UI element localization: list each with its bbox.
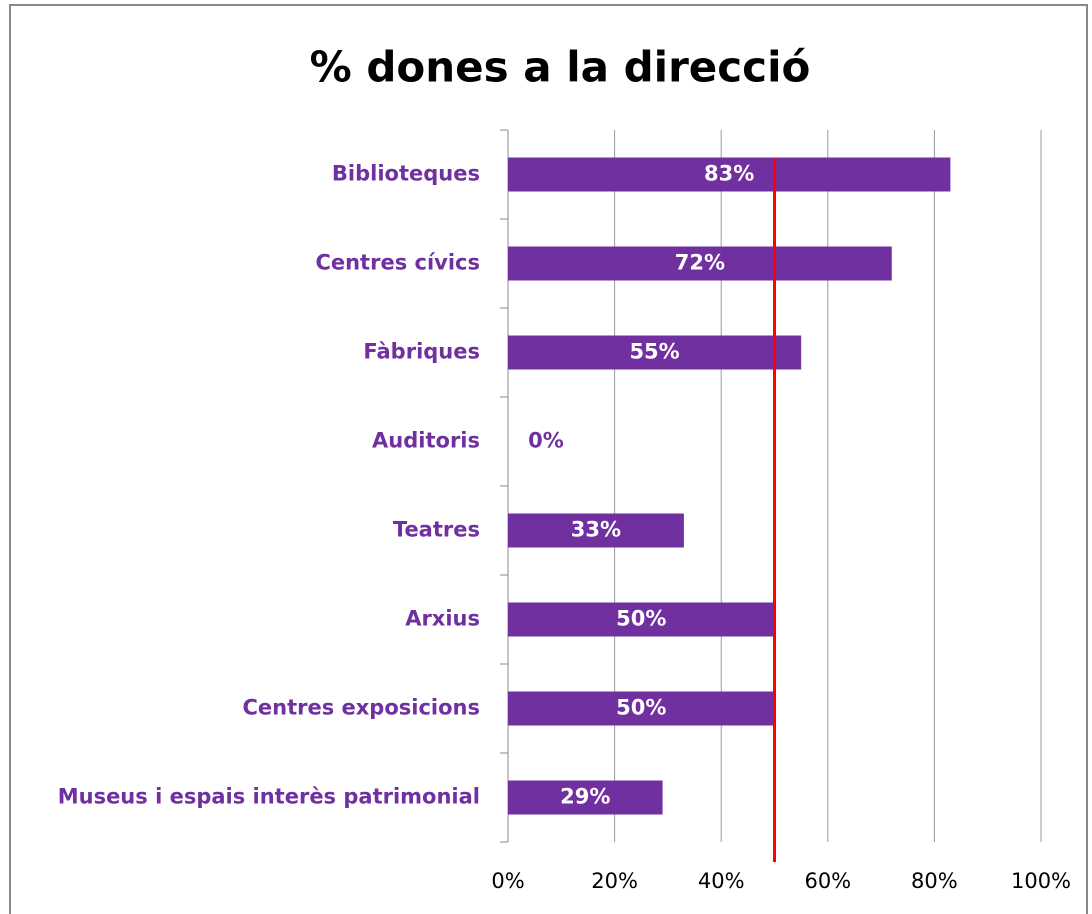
value-label: 50% [616,696,666,720]
x-tick-label: 40% [698,869,745,893]
value-label: 50% [616,607,666,631]
x-tick-label: 0% [491,869,524,893]
chart-frame [9,4,1088,914]
bar [508,691,775,726]
x-tick-label: 60% [804,869,851,893]
value-label: 55% [629,340,679,364]
y-tick-label: Arxius [405,607,480,631]
x-tick-label: 100% [1011,869,1071,893]
bar [508,246,892,281]
bar [508,335,802,370]
bar [508,157,951,192]
value-label: 0% [528,429,564,453]
y-tick-label: Centres exposicions [242,696,480,720]
bar [508,780,663,815]
value-label: 33% [571,518,621,542]
value-label: 29% [560,785,610,809]
bar [508,513,684,548]
y-tick-label: Auditoris [372,429,480,453]
y-tick-label: Museus i espais interès patrimonial [58,785,480,809]
x-tick-label: 20% [591,869,638,893]
value-label: 72% [675,251,725,275]
x-tick-label: 80% [911,869,958,893]
y-tick-label: Fàbriques [363,340,480,364]
y-tick-label: Biblioteques [332,162,480,186]
chart-title: % dones a la direcció [310,43,811,92]
y-tick-label: Centres cívics [315,251,480,275]
y-tick-label: Teatres [393,518,480,542]
bar [508,602,775,637]
value-label: 83% [704,162,754,186]
